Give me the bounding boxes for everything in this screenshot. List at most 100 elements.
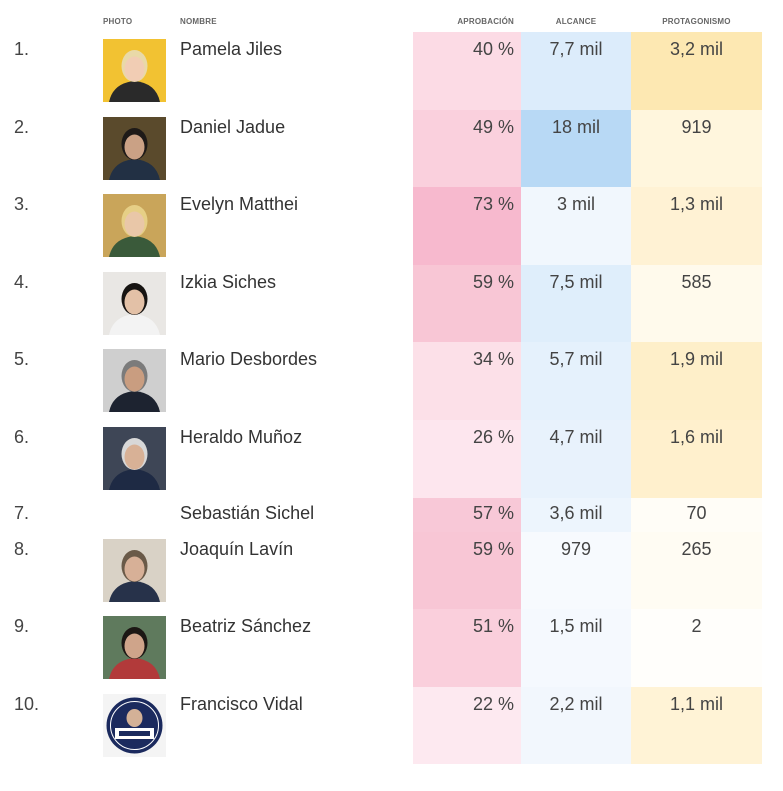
rank-number: 2. (14, 117, 30, 137)
candidate-name: Sebastián Sichel (180, 503, 315, 523)
protagonismo-value: 1,3 mil (669, 194, 723, 214)
alcance-value: 7,7 mil (549, 39, 603, 59)
protagonismo-cell-bg (631, 342, 762, 420)
protagonismo-value: 1,1 mil (669, 694, 723, 714)
candidate-photo (103, 117, 166, 180)
protagonismo-value: 265 (681, 539, 712, 559)
rank-number: 8. (14, 539, 30, 559)
header-nombre: NOMBRE (180, 17, 217, 26)
alcance-cell-bg (521, 532, 631, 609)
aprobacion-value: 34 % (472, 349, 514, 369)
aprobacion-value: 73 % (472, 194, 514, 214)
candidate-photo (103, 539, 166, 602)
header-protagonismo: PROTAGONISMO (662, 17, 731, 26)
aprobacion-cell-bg (413, 609, 521, 687)
candidate-name: Evelyn Matthei (180, 194, 299, 214)
protagonismo-cell-bg (631, 32, 762, 110)
protagonismo-value: 1,6 mil (669, 427, 723, 447)
alcance-value: 3,6 mil (549, 503, 603, 523)
protagonismo-cell-bg (631, 420, 762, 498)
candidate-photo (103, 616, 166, 679)
candidate-name: Heraldo Muñoz (180, 427, 303, 447)
alcance-cell-bg (521, 342, 631, 420)
alcance-cell-bg (521, 265, 631, 342)
protagonismo-cell-bg (631, 687, 762, 764)
protagonismo-value: 585 (681, 272, 712, 292)
alcance-cell-bg (521, 110, 631, 187)
aprobacion-cell-bg (413, 342, 521, 420)
rank-number: 3. (14, 194, 30, 214)
alcance-cell-bg (521, 609, 631, 687)
campaign-logo (103, 694, 166, 757)
candidate-photo (103, 39, 166, 102)
aprobacion-cell-bg (413, 187, 521, 265)
table-row: 6. Heraldo Muñoz 26 % 4,7 mil 1,6 mil (0, 420, 783, 498)
protagonismo-cell-bg (631, 532, 762, 609)
aprobacion-value: 51 % (472, 616, 514, 636)
alcance-cell-bg (521, 32, 631, 110)
rank-number: 4. (14, 272, 30, 292)
rank-number: 10. (14, 694, 40, 714)
aprobacion-cell-bg (413, 498, 521, 532)
alcance-value: 2,2 mil (549, 694, 603, 714)
alcance-cell-bg (521, 187, 631, 265)
table-row: 9. Beatriz Sánchez 51 % 1,5 mil 2 (0, 609, 783, 687)
alcance-value: 3 mil (556, 194, 595, 214)
protagonismo-cell-bg (631, 265, 762, 342)
aprobacion-value: 59 % (472, 272, 514, 292)
protagonismo-value: 70 (686, 503, 707, 523)
candidate-name: Joaquín Lavín (180, 539, 294, 559)
candidate-photo (103, 427, 166, 490)
protagonismo-cell-bg (631, 498, 762, 532)
aprobacion-cell-bg (413, 110, 521, 187)
protagonismo-value: 3,2 mil (669, 39, 723, 59)
protagonismo-value: 919 (681, 117, 712, 137)
table-row: 1. Pamela Jiles 40 % 7,7 mil 3,2 mil (0, 32, 783, 110)
candidate-photo (103, 349, 166, 412)
rank-number: 5. (14, 349, 30, 369)
candidate-name: Beatriz Sánchez (180, 616, 312, 636)
candidate-photo (103, 272, 166, 335)
rank-number: 6. (14, 427, 30, 447)
table-row: 10. Francisco Vidal 22 % 2,2 mil 1,1 mil (0, 687, 783, 764)
candidate-name: Pamela Jiles (180, 39, 283, 59)
aprobacion-value: 49 % (472, 117, 514, 137)
rank-number: 7. (14, 503, 30, 523)
table-row: 5. Mario Desbordes 34 % 5,7 mil 1,9 mil (0, 342, 783, 420)
alcance-value: 1,5 mil (549, 616, 603, 636)
aprobacion-cell-bg (413, 532, 521, 609)
candidate-name: Daniel Jadue (180, 117, 286, 137)
alcance-cell-bg (521, 498, 631, 532)
table-row: 7. Sebastián Sichel 57 % 3,6 mil 70 (0, 498, 783, 532)
table-row: 8. Joaquín Lavín 59 % 979 265 (0, 532, 783, 609)
aprobacion-cell-bg (413, 32, 521, 110)
table-row: 4. Izkia Siches 59 % 7,5 mil 585 (0, 265, 783, 342)
header-photo: PHOTO (103, 17, 133, 26)
candidate-photo (103, 194, 166, 257)
alcance-value: 7,5 mil (549, 272, 603, 292)
table-row: 3. Evelyn Matthei 73 % 3 mil 1,3 mil (0, 187, 783, 265)
protagonismo-cell-bg (631, 110, 762, 187)
protagonismo-value: 1,9 mil (669, 349, 723, 369)
alcance-value: 5,7 mil (549, 349, 603, 369)
protagonismo-value: 2 (691, 616, 702, 636)
candidate-name: Mario Desbordes (180, 349, 318, 369)
rank-number: 9. (14, 616, 30, 636)
candidate-name: Izkia Siches (180, 272, 277, 292)
protagonismo-cell-bg (631, 609, 762, 687)
alcance-value: 18 mil (551, 117, 600, 137)
aprobacion-value: 22 % (472, 694, 514, 714)
alcance-value: 979 (560, 539, 592, 559)
rank-number: 1. (14, 39, 30, 59)
aprobacion-cell-bg (413, 420, 521, 498)
header-aprobacion: APROBACIÓN (457, 17, 514, 26)
candidate-name: Francisco Vidal (180, 694, 303, 714)
aprobacion-value: 57 % (472, 503, 514, 523)
alcance-cell-bg (521, 687, 631, 764)
aprobacion-value: 40 % (472, 39, 514, 59)
protagonismo-cell-bg (631, 187, 762, 265)
aprobacion-cell-bg (413, 265, 521, 342)
aprobacion-value: 26 % (472, 427, 514, 447)
aprobacion-cell-bg (413, 687, 521, 764)
header-alcance: ALCANCE (555, 17, 597, 26)
